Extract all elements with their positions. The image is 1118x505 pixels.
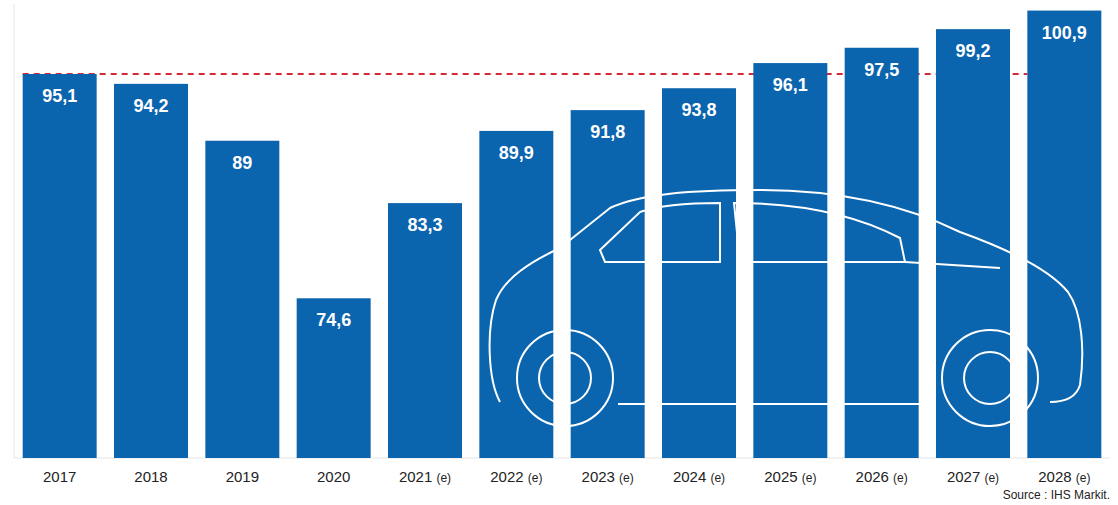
tick-year: 2021 <box>399 468 437 485</box>
data-label: 89,9 <box>499 143 534 163</box>
data-label: 100,9 <box>1042 23 1087 43</box>
y-axis-line <box>14 4 15 458</box>
bar <box>205 141 279 458</box>
tick-estimate: (e) <box>528 471 543 485</box>
car-window-front <box>600 203 720 262</box>
bar <box>114 84 188 458</box>
data-label: 96,1 <box>773 75 808 95</box>
tick-estimate: (e) <box>893 471 908 485</box>
tick-estimate: (e) <box>984 471 999 485</box>
x-tick-label: 2023 (e) <box>582 468 634 485</box>
tick-estimate: (e) <box>619 471 634 485</box>
data-label: 89 <box>232 153 252 173</box>
x-tick-label: 2026 (e) <box>856 468 908 485</box>
tick-estimate: (e) <box>710 471 725 485</box>
data-label: 93,8 <box>681 100 716 120</box>
data-label: 97,5 <box>864 60 899 80</box>
data-label: 91,8 <box>590 122 625 142</box>
tick-estimate: (e) <box>436 471 451 485</box>
wheel-arch <box>942 330 1038 426</box>
tick-estimate: (e) <box>802 471 817 485</box>
bar <box>23 74 97 458</box>
bar <box>753 63 827 458</box>
bar <box>845 48 919 458</box>
data-label: 95,1 <box>42 86 77 106</box>
car-line <box>905 262 1000 268</box>
bar <box>936 29 1010 458</box>
data-label: 94,2 <box>133 96 168 116</box>
bar <box>388 203 462 458</box>
wheel-arch <box>517 330 613 426</box>
chart: 95,1 94,2 89 74,6 83,3 89,9 91,8 93,8 96,1 97,5 99… <box>0 0 1118 505</box>
car-window-rear <box>734 203 905 262</box>
tick-year: 2023 <box>582 468 620 485</box>
marks <box>23 11 1102 458</box>
car-outline <box>490 190 1083 426</box>
x-tick-label: 2024 (e) <box>673 468 725 485</box>
data-label: 74,6 <box>316 310 351 330</box>
x-tick-label: 2017 <box>43 468 76 485</box>
tick-year: 2028 <box>1038 468 1076 485</box>
bar <box>1027 11 1101 458</box>
source: Source : IHS Markit. <box>1003 488 1110 502</box>
tick-estimate: (e) <box>1076 471 1091 485</box>
x-tick-label: 2019 <box>226 468 259 485</box>
bar <box>297 298 371 458</box>
bar <box>662 88 736 458</box>
x-tick-label: 2022 (e) <box>490 468 542 485</box>
tick-year: 2024 <box>673 468 711 485</box>
x-tick-label: 2027 (e) <box>947 468 999 485</box>
x-tick-label: 2028 (e) <box>1038 468 1090 485</box>
data-label: 83,3 <box>407 215 442 235</box>
tick-year: 2027 <box>947 468 985 485</box>
bar <box>571 110 645 458</box>
x-tick-label: 2018 <box>134 468 167 485</box>
tick-year: 2022 <box>490 468 528 485</box>
car-body <box>490 190 1083 402</box>
car-sill <box>618 403 935 405</box>
wheel <box>539 352 591 404</box>
tick-year: 2026 <box>856 468 894 485</box>
tick-year: 2025 <box>764 468 802 485</box>
bar <box>479 131 553 458</box>
x-tick-label: 2021 (e) <box>399 468 451 485</box>
x-tick-label: 2025 (e) <box>764 468 816 485</box>
data-label: 99,2 <box>955 41 990 61</box>
wheel <box>964 352 1016 404</box>
x-tick-label: 2020 <box>317 468 350 485</box>
